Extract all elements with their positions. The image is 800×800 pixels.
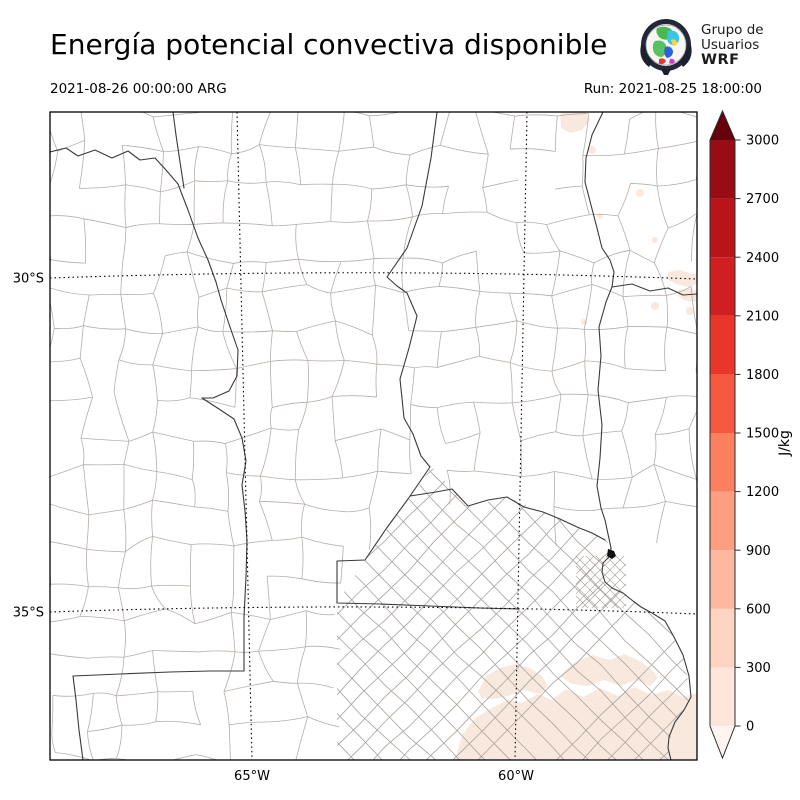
logo-line-1: Grupo de — [701, 21, 764, 38]
colorbar-tick-label: 1500 — [746, 427, 779, 442]
axis-label-30s: 30°S — [13, 272, 44, 287]
colorbar-tick-marks — [735, 139, 741, 727]
colorbar-segment — [710, 608, 735, 668]
valid-time-label: 2021-08-26 00:00:00 ARG — [50, 81, 227, 97]
province-boundaries-layer — [50, 112, 697, 760]
colorbar-segment — [710, 491, 735, 551]
wrf-logo-icon — [640, 19, 692, 75]
wrf-logo: Grupo de Usuarios WRF — [637, 15, 764, 75]
colorbar-segment — [710, 257, 735, 316]
colorbar-under-arrow — [710, 726, 735, 758]
gridline-60w — [514, 112, 528, 760]
colorbar-unit-label: J/kg — [777, 430, 793, 457]
run-time-label: Run: 2021-08-25 18:00:00 — [583, 81, 762, 97]
gridline-35s — [50, 606, 697, 615]
colorbar-segment — [710, 315, 735, 375]
colorbar-tick-label: 900 — [746, 544, 771, 559]
metro-partidos-layer — [576, 556, 626, 608]
colorbar-tick-label: 300 — [746, 661, 771, 676]
buenos-aires-city-mark — [607, 549, 616, 559]
axis-label-60w: 60°W — [498, 769, 534, 784]
department-boundaries-layer — [50, 112, 697, 760]
colorbar-segment — [710, 667, 735, 726]
colorbar-tick-label: 2100 — [746, 309, 779, 324]
page-title: Energía potencial convectiva disponible — [50, 28, 608, 61]
colorbar-segment — [710, 198, 735, 258]
colorbar-segment — [710, 140, 735, 199]
colorbar-segment — [710, 433, 735, 492]
cape-shaded-areas — [455, 112, 697, 760]
gridline-30s — [50, 272, 697, 280]
axis-label-35s: 35°S — [13, 606, 44, 621]
colorbar-over-arrow — [710, 111, 735, 140]
logo-text: Grupo de Usuarios WRF — [701, 21, 764, 68]
colorbar-tick-label: 3000 — [746, 134, 779, 149]
colorbar-tick-label: 1800 — [746, 368, 779, 383]
colorbar-tick-label: 2700 — [746, 192, 779, 207]
colorbar-tick-label: 600 — [746, 602, 771, 617]
colorbar-segment — [710, 374, 735, 433]
logo-line-2: Usuarios — [701, 36, 760, 53]
map-border — [49, 111, 698, 761]
colorbar-tick-label: 2400 — [746, 251, 779, 266]
colorbar-segment — [710, 550, 735, 609]
colorbar: 0 300 600 900 1200 1500 1800 2100 2400 2… — [709, 109, 793, 760]
colorbar-tick-label: 0 — [746, 720, 754, 735]
gridline-65w — [236, 112, 253, 760]
colorbar-tick-label: 1200 — [746, 485, 779, 500]
logo-line-3: WRF — [701, 51, 740, 68]
axis-label-65w: 65°W — [234, 769, 270, 784]
graticule-layer — [50, 112, 697, 760]
